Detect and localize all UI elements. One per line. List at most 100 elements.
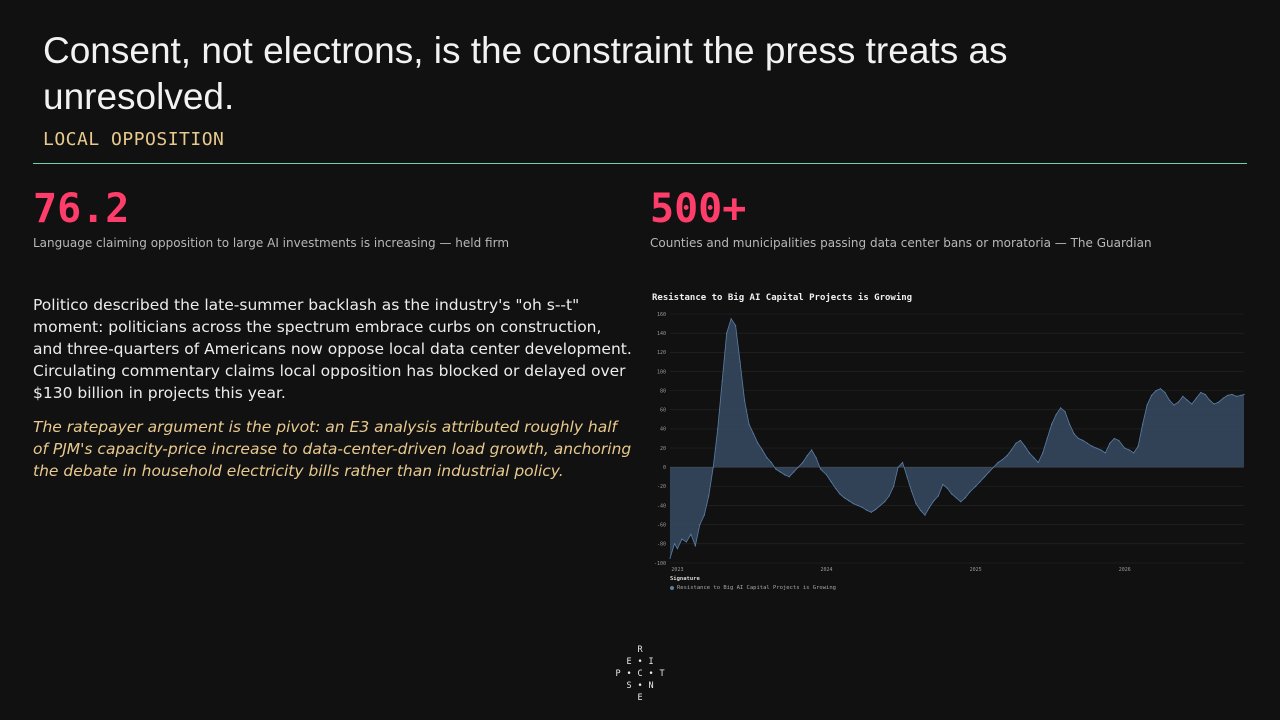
logo-dot: •	[626, 669, 632, 679]
data-point	[870, 511, 872, 513]
data-point	[955, 497, 957, 499]
data-point	[1200, 391, 1202, 394]
y-tick-label: -20	[657, 484, 666, 490]
body-paragraph: Politico described the late-summer backl…	[33, 296, 632, 402]
data-point	[1064, 411, 1066, 413]
y-tick-label: -100	[654, 561, 666, 567]
data-point	[1222, 397, 1224, 399]
data-point	[685, 541, 687, 543]
data-point	[969, 491, 971, 493]
data-point	[1133, 452, 1135, 454]
data-point	[1146, 404, 1148, 406]
body-italic-paragraph: The ratepayer argument is the pivot: an …	[33, 418, 632, 480]
data-point	[1109, 442, 1111, 444]
data-point	[937, 495, 939, 497]
chart-panel: Resistance to Big AI Capital Projects is…	[650, 290, 1250, 600]
data-point	[1091, 445, 1093, 447]
logo-letter: S	[626, 681, 632, 691]
legend-title: Signature	[670, 576, 700, 582]
stat-value-opposition: 76.2	[33, 186, 130, 232]
data-point	[739, 361, 741, 363]
y-tick-label: 0	[663, 465, 666, 471]
data-point	[708, 495, 710, 497]
data-point	[699, 524, 701, 526]
data-point	[1028, 452, 1030, 454]
data-point	[1204, 393, 1206, 396]
logo-letter: R	[637, 645, 643, 655]
data-point	[819, 468, 822, 470]
data-point	[852, 503, 854, 505]
logo-letter: C	[637, 669, 643, 679]
data-point	[879, 504, 881, 507]
logo-letter: N	[648, 681, 654, 691]
data-point	[730, 318, 732, 320]
data-point	[1164, 391, 1166, 394]
legend-swatch	[670, 586, 674, 590]
brand-logo: R E • I P • C • T S • N E	[610, 645, 670, 705]
data-point	[901, 461, 904, 464]
data-point	[946, 487, 948, 489]
data-point	[1128, 449, 1130, 451]
data-point	[942, 483, 944, 486]
data-point	[1077, 437, 1080, 440]
data-point	[1060, 407, 1062, 409]
series-area	[670, 318, 1244, 559]
data-point	[1073, 433, 1075, 435]
data-point	[1118, 439, 1120, 442]
data-point	[669, 557, 671, 559]
data-point	[1191, 403, 1193, 405]
data-point	[861, 506, 863, 509]
data-point	[1209, 399, 1211, 401]
data-point	[1046, 437, 1048, 440]
data-point	[857, 504, 859, 507]
data-point	[1150, 394, 1153, 397]
data-point	[834, 487, 837, 489]
data-point	[1082, 439, 1084, 442]
y-tick-label: 160	[657, 312, 666, 318]
data-point	[1095, 447, 1097, 449]
x-tick-label: 2023	[671, 567, 683, 573]
data-point	[1037, 461, 1039, 464]
data-point	[919, 509, 922, 511]
data-point	[1019, 439, 1021, 442]
data-point	[1104, 452, 1106, 454]
data-point	[748, 423, 750, 425]
data-point	[694, 545, 696, 547]
logo-letter: E	[637, 693, 643, 703]
data-point	[743, 399, 746, 401]
data-point	[1124, 447, 1126, 449]
data-point	[1182, 395, 1184, 397]
data-point	[757, 442, 759, 444]
data-point	[1218, 401, 1220, 403]
slide-title: Consent, not electrons, is the constrain…	[43, 30, 1008, 117]
data-point	[951, 493, 953, 495]
chart-title: Resistance to Big AI Capital Projects is…	[652, 293, 913, 303]
data-point	[721, 380, 723, 382]
area-chart: 160 140 120 100 80 60 40 20 0 -20 -40 -60 -80 -100 202…	[654, 312, 1245, 573]
data-point	[1006, 455, 1008, 457]
data-point	[681, 538, 683, 540]
data-point	[1240, 394, 1242, 397]
y-tick-label: 40	[660, 427, 666, 433]
data-point	[933, 500, 935, 502]
data-point	[830, 480, 832, 483]
logo-letter: T	[659, 669, 665, 679]
data-point	[726, 332, 728, 334]
data-point	[1113, 437, 1115, 440]
data-point	[752, 433, 755, 435]
data-point	[770, 461, 772, 464]
y-tick-label: -60	[657, 522, 666, 528]
data-point	[690, 533, 692, 535]
stat-desc-counties: Counties and municipalities passing data…	[650, 236, 1152, 250]
data-point	[915, 503, 917, 505]
y-tick-label: 140	[657, 331, 666, 337]
data-point	[802, 461, 804, 464]
data-point	[1001, 458, 1004, 461]
data-point	[875, 508, 877, 510]
logo-dot: •	[637, 657, 643, 667]
data-point	[910, 490, 913, 492]
logo-letter: E	[626, 657, 632, 667]
data-point	[1137, 445, 1139, 447]
data-point	[1159, 388, 1162, 390]
data-point	[1024, 445, 1026, 447]
